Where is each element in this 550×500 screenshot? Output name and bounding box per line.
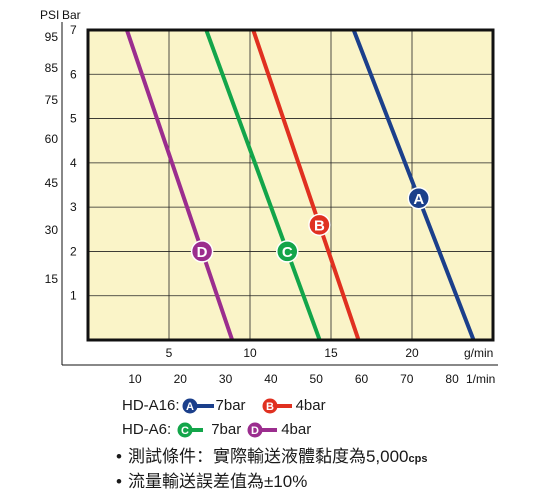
- lpm-unit-label: 1/min: [466, 372, 495, 386]
- gpm-tick-label: 15: [324, 346, 338, 360]
- series-marker-b: B: [308, 213, 331, 237]
- legend-marker-d: D: [247, 422, 278, 438]
- psi-tick-label: 45: [45, 176, 59, 190]
- legend-item-a: A 7bar: [180, 396, 246, 416]
- psi-axis-label: PSI: [40, 8, 59, 22]
- gpm-unit-label: g/min: [464, 346, 493, 360]
- series-markers: A B C D: [190, 187, 431, 263]
- bar-tick-label: 7: [70, 23, 77, 37]
- gpm-tick-label: 10: [243, 346, 257, 360]
- legend-marker-a: A: [182, 398, 214, 414]
- lpm-tick-label: 60: [355, 372, 369, 386]
- bar-tick-label: 2: [70, 244, 77, 258]
- legend-item-b: B 4bar: [260, 396, 326, 416]
- lpm-tick-label: 80: [445, 372, 459, 386]
- bar-axis-label: Bar: [62, 8, 81, 22]
- lpm-tick-label: 40: [264, 372, 278, 386]
- psi-tick-label: 85: [45, 61, 59, 75]
- legend-row-hd-a16: HD-A16: A 7bar B 4bar: [122, 396, 326, 416]
- gpm-tick-label: 5: [166, 346, 173, 360]
- psi-tick-label: 95: [45, 30, 59, 44]
- bar-tick-label: 5: [70, 112, 77, 126]
- psi-tick-label: 60: [45, 132, 59, 146]
- legend-label-c: 7bar: [211, 421, 242, 438]
- lpm-tick-label: 10: [128, 372, 142, 386]
- series-marker-label: A: [413, 191, 424, 208]
- legend-marker-b: B: [262, 398, 292, 414]
- legend-row-hd-a6: HD-A6: C 7bar D 4bar: [122, 420, 311, 440]
- bar-tick-label: 6: [70, 67, 77, 81]
- legend-item-c: C 7bar: [171, 420, 241, 440]
- psi-tick-label: 30: [45, 223, 59, 237]
- note-test-condition-text: 測試條件：實際輸送液體黏度為5,000: [127, 447, 409, 466]
- series-marker-label: B: [314, 217, 325, 234]
- lpm-tick-label: 30: [219, 372, 233, 386]
- lpm-tick-label: 70: [400, 372, 414, 386]
- svg-text:B: B: [266, 401, 274, 413]
- svg-text:C: C: [181, 425, 189, 437]
- note-test-condition: • 測試條件：實際輸送液體黏度為5,000cps: [116, 446, 427, 470]
- legend-label-d: 4bar: [281, 421, 312, 438]
- series-line-b: [251, 29, 361, 341]
- legend-marker-c: C: [177, 422, 204, 438]
- series-lines: [124, 29, 476, 341]
- legend-label-b: 4bar: [295, 397, 326, 414]
- series-line-d: [124, 29, 235, 341]
- series-marker-d: D: [190, 240, 214, 263]
- bar-tick-label: 1: [70, 289, 77, 303]
- bar-tick-label: 3: [70, 200, 77, 214]
- series-line-a: [351, 29, 476, 341]
- legend-model-hd-a6: HD-A6:: [122, 421, 172, 438]
- axis-frame: [61, 22, 498, 366]
- svg-text:A: A: [186, 401, 194, 413]
- psi-tick-label: 15: [45, 272, 59, 286]
- note-flow-tolerance: • 流量輸送誤差值為±10%: [116, 471, 307, 493]
- psi-tick-label: 75: [45, 93, 59, 107]
- plot-area-background: [88, 30, 493, 340]
- legend-label-a: 7bar: [215, 397, 246, 414]
- series-marker-a: A: [407, 187, 431, 210]
- series-marker-label: D: [197, 244, 208, 261]
- note-cps-unit: cps: [408, 453, 428, 465]
- plot-frame: [86, 28, 495, 342]
- gpm-tick-label: 20: [405, 346, 419, 360]
- note-flow-tolerance-text: 流量輸送誤差值為±10%: [127, 472, 308, 491]
- series-line-c: [204, 29, 322, 341]
- svg-text:D: D: [251, 425, 259, 437]
- note-bullet: •: [116, 472, 122, 491]
- bar-tick-label: 4: [70, 156, 77, 170]
- lpm-tick-label: 50: [310, 372, 324, 386]
- note-bullet: •: [116, 447, 122, 466]
- series-marker-c: C: [276, 240, 299, 263]
- lpm-tick-label: 20: [174, 372, 188, 386]
- legend-model-hd-a16: HD-A16:: [122, 397, 180, 414]
- series-marker-label: C: [282, 244, 293, 261]
- legend-item-d: D 4bar: [245, 420, 311, 440]
